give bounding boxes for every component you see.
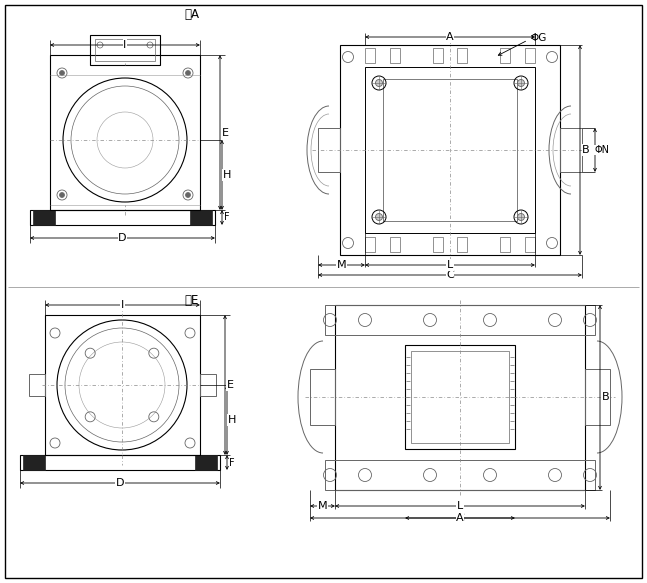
Bar — [318, 128, 340, 172]
Bar — [45, 315, 200, 455]
Bar — [50, 55, 200, 210]
Bar — [390, 48, 400, 63]
Text: H: H — [223, 170, 231, 180]
Bar — [500, 237, 510, 252]
Text: M: M — [336, 260, 346, 270]
Bar — [33, 210, 55, 225]
Circle shape — [375, 79, 382, 86]
Text: E: E — [221, 128, 228, 138]
Bar — [433, 48, 443, 63]
Text: B: B — [582, 145, 590, 155]
Text: E: E — [226, 380, 234, 390]
Bar — [365, 67, 535, 233]
Text: F: F — [225, 212, 230, 223]
Bar — [500, 48, 510, 63]
Bar — [457, 48, 467, 63]
Circle shape — [518, 79, 525, 86]
Circle shape — [518, 213, 525, 220]
Text: D: D — [116, 478, 124, 488]
Bar — [365, 237, 375, 252]
Bar — [433, 237, 443, 252]
Bar — [90, 35, 160, 65]
Bar — [23, 455, 45, 470]
Text: I: I — [124, 40, 127, 50]
Text: L: L — [457, 501, 463, 511]
Bar — [525, 48, 535, 63]
Circle shape — [186, 192, 190, 198]
Text: 图E: 图E — [185, 293, 199, 307]
Bar — [310, 369, 335, 425]
Bar — [525, 237, 535, 252]
Text: I: I — [121, 300, 124, 310]
Text: D: D — [118, 233, 127, 243]
Text: C: C — [456, 513, 464, 523]
Text: A: A — [456, 513, 464, 523]
Text: L: L — [447, 260, 453, 270]
Bar — [200, 374, 216, 396]
Bar — [390, 237, 400, 252]
Bar — [383, 79, 517, 221]
Text: 图A: 图A — [184, 8, 199, 20]
Text: ΦG: ΦG — [530, 33, 546, 43]
Text: H: H — [228, 415, 236, 425]
Bar — [29, 374, 45, 396]
Bar — [325, 305, 595, 335]
Bar — [195, 455, 217, 470]
Bar — [365, 48, 375, 63]
Text: M: M — [318, 501, 327, 511]
Circle shape — [375, 213, 382, 220]
Circle shape — [186, 71, 190, 76]
Text: ΦN: ΦN — [595, 145, 609, 155]
Bar — [95, 39, 155, 61]
Bar — [457, 237, 467, 252]
Text: A: A — [446, 32, 454, 42]
Bar — [20, 455, 220, 470]
Text: C: C — [446, 270, 454, 280]
Bar — [325, 460, 595, 490]
Bar — [30, 210, 215, 225]
Text: F: F — [229, 458, 235, 468]
Bar — [411, 351, 509, 443]
Bar — [560, 128, 582, 172]
Bar — [340, 45, 560, 255]
Bar — [335, 305, 585, 490]
Circle shape — [60, 192, 65, 198]
Text: B: B — [602, 392, 610, 402]
Bar — [585, 369, 610, 425]
Bar — [190, 210, 212, 225]
Bar — [405, 345, 515, 449]
Circle shape — [60, 71, 65, 76]
